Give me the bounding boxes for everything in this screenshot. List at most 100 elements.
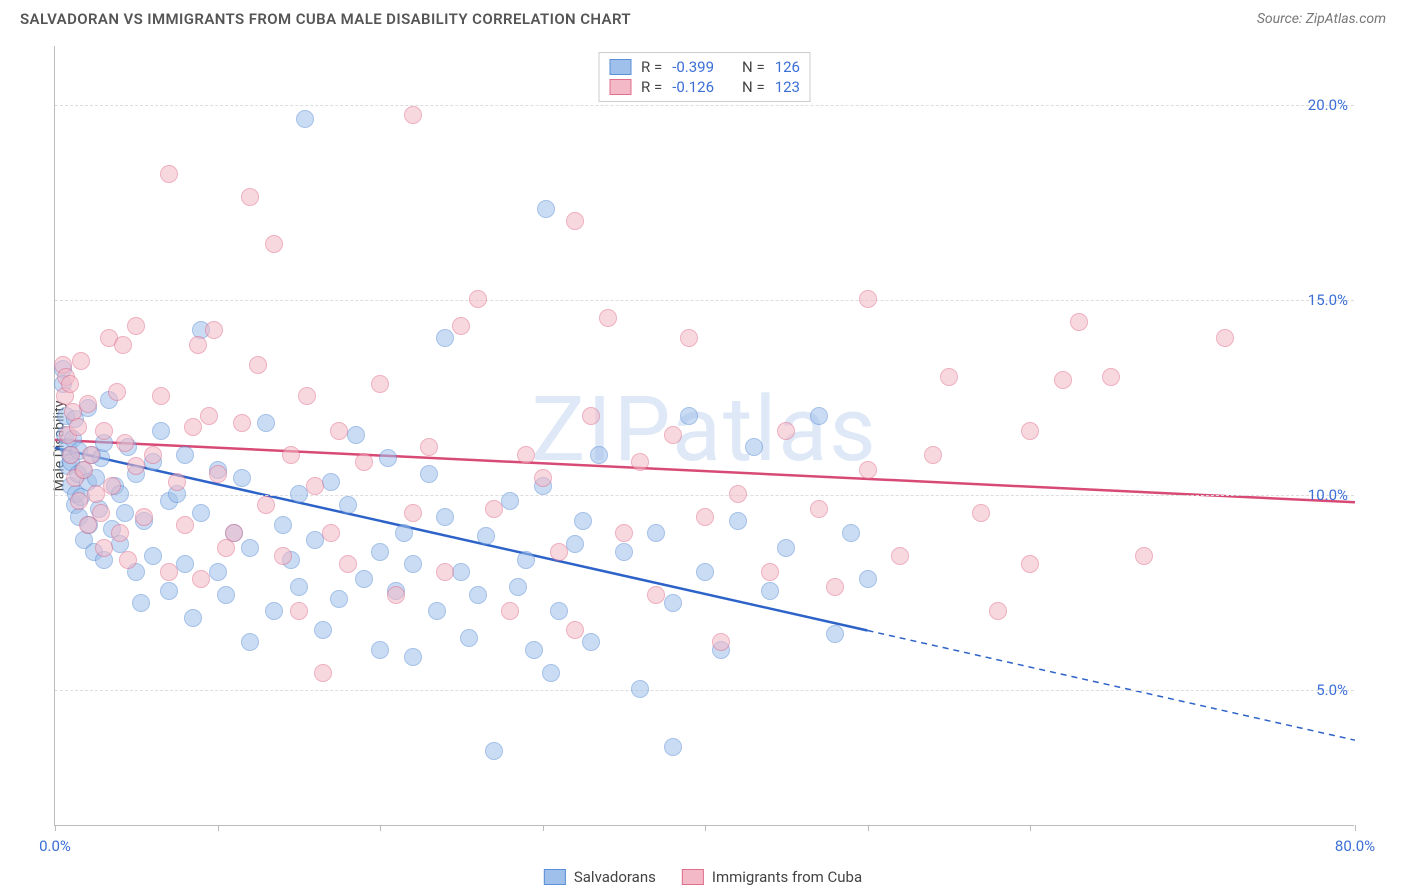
- scatter-point-salvadoran: [664, 738, 682, 756]
- scatter-point-cuba: [116, 434, 134, 452]
- scatter-point-cuba: [184, 418, 202, 436]
- r-value: -0.399: [672, 58, 714, 76]
- scatter-point-salvadoran: [582, 633, 600, 651]
- scatter-point-salvadoran: [257, 414, 275, 432]
- n-label: N =: [742, 58, 765, 76]
- scatter-point-cuba: [404, 504, 422, 522]
- r-label: R =: [641, 78, 662, 96]
- legend-swatch-cuba: [682, 869, 704, 885]
- scatter-point-salvadoran: [371, 543, 389, 561]
- series-legend: SalvadoransImmigrants from Cuba: [544, 868, 862, 886]
- scatter-point-salvadoran: [469, 586, 487, 604]
- scatter-point-cuba: [534, 469, 552, 487]
- regression-line-cuba: [55, 440, 1355, 502]
- scatter-point-salvadoran: [152, 422, 170, 440]
- scatter-point-salvadoran: [290, 485, 308, 503]
- scatter-point-salvadoran: [176, 555, 194, 573]
- scatter-point-salvadoran: [322, 473, 340, 491]
- scatter-point-cuba: [290, 602, 308, 620]
- scatter-point-salvadoran: [404, 555, 422, 573]
- scatter-point-cuba: [566, 212, 584, 230]
- scatter-point-salvadoran: [477, 527, 495, 545]
- scatter-point-salvadoran: [330, 590, 348, 608]
- scatter-point-salvadoran: [485, 742, 503, 760]
- scatter-point-salvadoran: [590, 446, 608, 464]
- scatter-point-cuba: [680, 329, 698, 347]
- scatter-point-cuba: [314, 664, 332, 682]
- scatter-point-salvadoran: [517, 551, 535, 569]
- scatter-point-cuba: [566, 621, 584, 639]
- scatter-point-cuba: [696, 508, 714, 526]
- scatter-point-cuba: [550, 543, 568, 561]
- scatter-point-cuba: [61, 375, 79, 393]
- scatter-point-cuba: [859, 461, 877, 479]
- scatter-point-salvadoran: [116, 504, 134, 522]
- scatter-point-salvadoran: [233, 469, 251, 487]
- x-tick-mark: [218, 825, 219, 831]
- stats-row-salvadoran: R = -0.399 N = 126: [609, 57, 800, 77]
- scatter-point-cuba: [135, 508, 153, 526]
- scatter-point-cuba: [79, 395, 97, 413]
- scatter-point-cuba: [249, 356, 267, 374]
- scatter-point-cuba: [298, 387, 316, 405]
- scatter-point-cuba: [1070, 313, 1088, 331]
- scatter-point-cuba: [517, 446, 535, 464]
- scatter-point-salvadoran: [777, 539, 795, 557]
- scatter-point-cuba: [205, 321, 223, 339]
- scatter-point-cuba: [501, 602, 519, 620]
- scatter-point-salvadoran: [395, 524, 413, 542]
- scatter-point-cuba: [274, 547, 292, 565]
- x-tick-mark: [1355, 825, 1356, 831]
- scatter-point-cuba: [189, 336, 207, 354]
- scatter-point-cuba: [192, 570, 210, 588]
- scatter-point-salvadoran: [217, 586, 235, 604]
- scatter-point-cuba: [103, 477, 121, 495]
- scatter-point-salvadoran: [160, 582, 178, 600]
- scatter-point-cuba: [108, 383, 126, 401]
- n-value: 126: [775, 58, 800, 76]
- scatter-point-cuba: [1135, 547, 1153, 565]
- scatter-point-cuba: [647, 586, 665, 604]
- scatter-point-salvadoran: [420, 465, 438, 483]
- scatter-point-cuba: [127, 317, 145, 335]
- scatter-point-cuba: [404, 106, 422, 124]
- scatter-point-cuba: [339, 555, 357, 573]
- scatter-point-salvadoran: [436, 508, 454, 526]
- scatter-point-salvadoran: [436, 329, 454, 347]
- scatter-point-cuba: [114, 336, 132, 354]
- x-tick-mark: [1030, 825, 1031, 831]
- scatter-point-cuba: [144, 446, 162, 464]
- scatter-point-cuba: [111, 524, 129, 542]
- n-value: 123: [775, 78, 800, 96]
- scatter-point-cuba: [1102, 368, 1120, 386]
- x-tick-label: 80.0%: [1335, 837, 1375, 855]
- scatter-point-cuba: [940, 368, 958, 386]
- scatter-point-salvadoran: [192, 504, 210, 522]
- scatter-point-salvadoran: [680, 407, 698, 425]
- scatter-point-salvadoran: [574, 512, 592, 530]
- scatter-point-salvadoran: [290, 578, 308, 596]
- scatter-point-cuba: [924, 446, 942, 464]
- stats-row-cuba: R =-0.126N =123: [609, 77, 800, 97]
- scatter-point-cuba: [70, 492, 88, 510]
- scatter-point-cuba: [777, 422, 795, 440]
- legend-swatch-cuba: [609, 79, 631, 95]
- scatter-point-cuba: [826, 578, 844, 596]
- scatter-point-salvadoran: [241, 633, 259, 651]
- legend-swatch-salvadoran: [609, 59, 631, 75]
- n-label: N =: [742, 78, 765, 96]
- scatter-point-salvadoran: [542, 664, 560, 682]
- scatter-point-cuba: [810, 500, 828, 518]
- chart-title: SALVADORAN VS IMMIGRANTS FROM CUBA MALE …: [20, 10, 631, 28]
- scatter-point-cuba: [615, 524, 633, 542]
- scatter-point-salvadoran: [241, 539, 259, 557]
- r-label: R =: [641, 58, 662, 76]
- scatter-point-salvadoran: [184, 609, 202, 627]
- scatter-point-salvadoran: [761, 582, 779, 600]
- scatter-point-cuba: [599, 309, 617, 327]
- scatter-point-salvadoran: [144, 547, 162, 565]
- scatter-point-salvadoran: [525, 641, 543, 659]
- scatter-point-salvadoran: [550, 602, 568, 620]
- scatter-point-cuba: [200, 407, 218, 425]
- scatter-point-salvadoran: [265, 602, 283, 620]
